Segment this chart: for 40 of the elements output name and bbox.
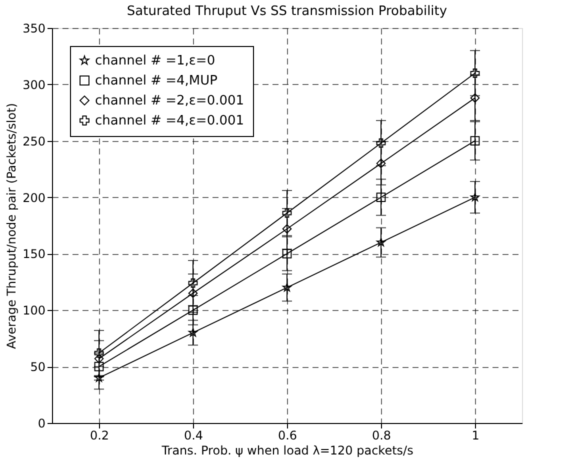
point [94,348,104,358]
chart-title: Saturated Thruput Vs SS transmission Probability [126,4,448,19]
point [376,158,386,168]
y-tick-label: 200 [22,190,46,205]
point [282,249,292,258]
point [94,354,104,364]
x-tick-label: 0.2 [90,428,110,442]
x-tick-label: 0.8 [372,428,392,442]
point [470,68,480,78]
legend-label: channel # =4,MUP [95,74,218,88]
point [282,224,292,234]
x-tick-label: 1 [472,428,480,442]
point [470,192,480,202]
point [188,278,198,288]
y-tick-label: 300 [22,78,46,92]
y-tick-label: 100 [22,304,46,318]
y-tick-label: 150 [22,247,46,262]
y-tick-label: 350 [22,22,46,36]
point [188,288,198,298]
point [376,238,386,246]
legend-label: channel # =1,ε=0 [95,54,216,68]
y-tick-label: 50 [30,360,46,374]
point [376,192,386,202]
y-tick-label: 0 [38,416,46,430]
y-tick-label: 250 [22,134,46,148]
legend-label: channel # =2,ε=0.001 [95,94,244,108]
legend-label: channel # =4,ε=0.001 [95,114,244,128]
y-axis-title: Average Thruput/node pair (Packets/slot) [4,103,19,349]
point [282,208,292,218]
x-axis-title: Trans. Prob. ψ when load λ=120 packets/s [160,444,414,458]
x-tick-label: 0.4 [184,428,204,442]
point [188,328,198,337]
point [188,305,198,315]
point [94,373,104,382]
point [282,282,292,292]
point [470,93,480,103]
point [376,138,386,148]
point [470,136,480,146]
point [94,362,104,372]
x-tick-label: 0.6 [278,428,298,442]
